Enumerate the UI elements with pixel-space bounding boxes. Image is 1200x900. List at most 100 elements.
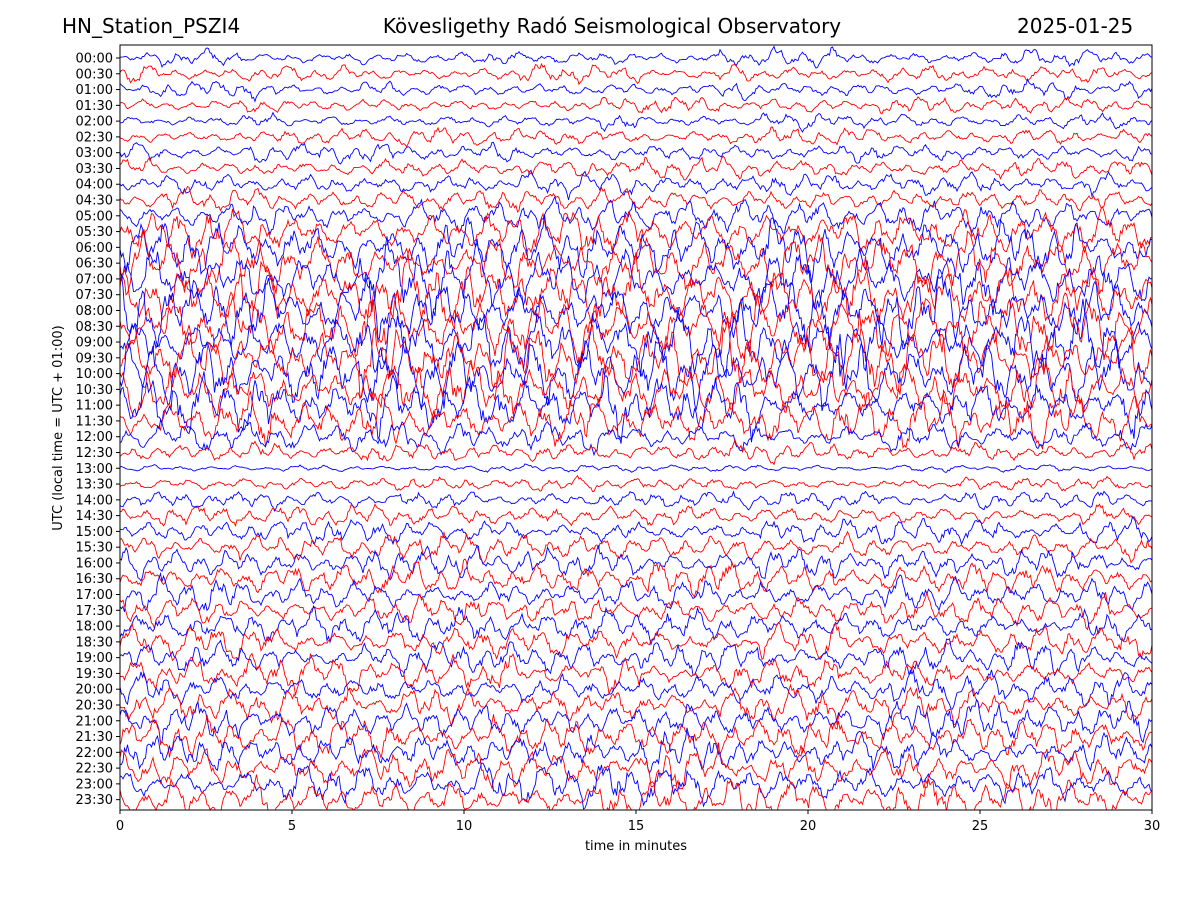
seismogram-trace — [120, 169, 1152, 201]
y-tick-label: 00:00 — [76, 52, 113, 67]
seismogram-trace — [120, 252, 1152, 330]
y-axis-label: UTC (local time = UTC + 01:00) — [51, 325, 66, 530]
y-tick-label: 03:00 — [76, 146, 113, 161]
seismogram-trace — [120, 236, 1152, 320]
seismogram-trace — [120, 727, 1152, 774]
seismogram-trace — [120, 195, 1152, 236]
x-tick-label: 30 — [1144, 819, 1161, 834]
seismogram-trace — [120, 503, 1152, 528]
seismogram-trace — [120, 474, 1152, 492]
y-tick-label: 04:30 — [76, 194, 113, 209]
y-tick-label: 19:30 — [76, 667, 113, 682]
seismogram-trace — [120, 762, 1152, 810]
x-tick-label: 20 — [800, 819, 817, 834]
seismogram-trace — [120, 62, 1152, 86]
seismogram-traces — [120, 45, 1152, 810]
station-name: HN_Station_PSZI4 — [62, 14, 241, 38]
seismogram-trace — [120, 111, 1152, 133]
y-tick-label: 17:00 — [76, 588, 113, 603]
seismogram-trace — [120, 389, 1152, 451]
y-tick-label: 07:30 — [76, 288, 113, 303]
chart-title: Kövesligethy Radó Seismological Observat… — [382, 14, 842, 38]
y-tick-label: 19:00 — [76, 651, 113, 666]
y-tick-label: 05:00 — [76, 209, 113, 224]
y-tick-label: 06:30 — [76, 257, 113, 272]
seismogram-trace — [120, 311, 1152, 398]
seismogram-trace — [120, 698, 1152, 744]
y-tick-label: 20:30 — [76, 698, 113, 713]
y-tick-label: 07:00 — [76, 272, 113, 287]
y-axis: 00:0000:3001:0001:3002:0002:3003:0003:30… — [76, 52, 120, 808]
y-tick-label: 21:30 — [76, 730, 113, 745]
seismogram-trace — [120, 77, 1152, 103]
seismogram-trace — [120, 438, 1152, 466]
x-tick-label: 15 — [628, 819, 645, 834]
y-tick-label: 17:30 — [76, 604, 113, 619]
y-tick-label: 01:00 — [76, 83, 113, 98]
y-tick-label: 14:30 — [76, 509, 113, 524]
seismogram-trace — [120, 530, 1152, 565]
y-tick-label: 22:30 — [76, 762, 113, 777]
seismogram-trace — [120, 463, 1152, 473]
seismogram-trace — [120, 571, 1152, 613]
seismogram-trace — [120, 371, 1152, 444]
seismogram-trace — [120, 638, 1152, 677]
y-tick-label: 23:30 — [76, 793, 113, 808]
x-tick-label: 5 — [288, 819, 296, 834]
seismogram-trace — [120, 668, 1152, 710]
y-tick-label: 08:00 — [76, 304, 113, 319]
seismogram-trace — [120, 126, 1152, 148]
seismogram-trace — [120, 298, 1152, 379]
seismogram-trace — [120, 544, 1152, 582]
y-tick-label: 08:30 — [76, 320, 113, 335]
seismogram-trace — [120, 45, 1152, 69]
seismogram-trace — [120, 268, 1152, 350]
y-tick-label: 16:00 — [76, 556, 113, 571]
y-tick-label: 10:30 — [76, 383, 113, 398]
seismogram-trace — [120, 652, 1152, 696]
y-tick-label: 09:30 — [76, 351, 113, 366]
y-tick-label: 23:00 — [76, 777, 113, 792]
y-tick-label: 13:00 — [76, 462, 113, 477]
y-tick-label: 05:30 — [76, 225, 113, 240]
x-tick-label: 0 — [116, 819, 124, 834]
x-axis: 0 5 10 15 20 25 30 — [116, 810, 1160, 834]
seismogram-trace — [120, 604, 1152, 647]
y-tick-label: 12:00 — [76, 430, 113, 445]
y-tick-label: 02:00 — [76, 115, 113, 130]
y-tick-label: 04:00 — [76, 178, 113, 193]
seismogram-trace — [120, 683, 1152, 727]
plot-frame — [119, 44, 1153, 811]
seismogram-trace — [120, 622, 1152, 662]
y-tick-label: 21:00 — [76, 714, 113, 729]
y-tick-label: 22:00 — [76, 746, 113, 761]
seismogram-trace — [120, 714, 1152, 759]
y-tick-label: 16:30 — [76, 572, 113, 587]
seismogram-trace — [120, 206, 1152, 259]
x-tick-label: 25 — [972, 819, 989, 834]
y-tick-label: 18:00 — [76, 620, 113, 635]
y-tick-label: 12:30 — [76, 446, 113, 461]
seismogram-trace — [120, 418, 1152, 457]
y-tick-label: 02:30 — [76, 130, 113, 145]
seismogram-trace — [120, 515, 1152, 546]
y-tick-label: 03:30 — [76, 162, 113, 177]
y-tick-label: 06:00 — [76, 241, 113, 256]
seismogram-trace — [120, 185, 1152, 213]
seismogram-trace — [120, 358, 1152, 424]
x-tick-label: 10 — [456, 819, 473, 834]
x-axis-label: time in minutes — [585, 839, 687, 854]
y-tick-label: 10:00 — [76, 367, 113, 382]
y-tick-label: 15:00 — [76, 525, 113, 540]
seismogram-trace — [120, 333, 1152, 412]
seismogram-trace — [120, 96, 1152, 115]
y-tick-label: 18:30 — [76, 635, 113, 650]
y-tick-label: 20:00 — [76, 683, 113, 698]
y-tick-label: 00:30 — [76, 67, 113, 82]
y-tick-label: 15:30 — [76, 541, 113, 556]
seismogram-trace — [120, 155, 1152, 181]
seismogram-trace — [120, 774, 1152, 810]
y-tick-label: 14:00 — [76, 493, 113, 508]
seismogram-trace — [120, 141, 1152, 165]
